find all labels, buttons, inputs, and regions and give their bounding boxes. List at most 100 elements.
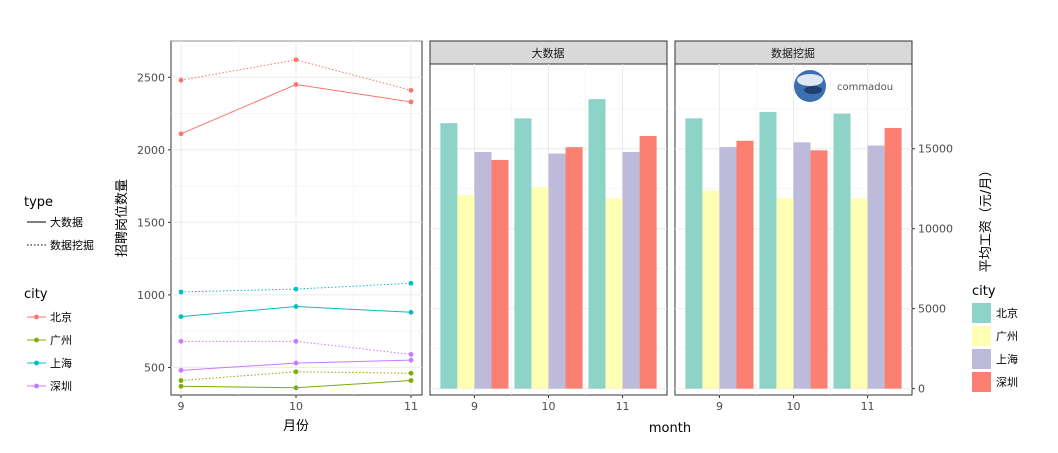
type-legend-title: type <box>24 195 53 210</box>
city-legend-key-point <box>34 383 39 389</box>
bar-x-tick-label: 11 <box>861 400 875 413</box>
line-point <box>178 383 184 389</box>
line-point <box>178 131 184 137</box>
bar-数据挖掘-11-上海 <box>867 145 885 389</box>
bar-数据挖掘-10-深圳 <box>810 150 828 389</box>
watermark-avatar-shade <box>804 86 822 94</box>
line-point <box>178 378 184 383</box>
line-x-ticks: 9 10 11 <box>178 395 418 413</box>
bar-legend-swatch <box>972 372 991 392</box>
line-point <box>408 309 414 315</box>
bar-x-axis-title: month <box>649 421 691 436</box>
line-point <box>408 351 414 357</box>
line-point <box>178 314 184 320</box>
line-point <box>178 367 184 373</box>
city-legend-key-point <box>34 360 39 366</box>
line-point <box>293 82 299 87</box>
type-legend-item-1: 大数据 <box>50 215 83 229</box>
bar-y-tick-label: 0 <box>918 383 925 396</box>
bar-大数据-11-深圳 <box>639 135 657 389</box>
line-x-tick-label: 11 <box>404 400 418 413</box>
bar-数据挖掘-9-上海 <box>719 147 737 389</box>
bar-大数据-11-广州 <box>605 198 623 389</box>
bar-y-tick-label: 15000 <box>918 143 953 156</box>
bar-大数据-10-北京 <box>514 118 532 389</box>
line-point <box>293 57 299 63</box>
bar-大数据-11-上海 <box>622 151 640 389</box>
city-legend-label: 深圳 <box>50 380 72 393</box>
bar-x-tick-label: 9 <box>716 400 723 413</box>
bar-x-tick-label: 10 <box>787 400 801 413</box>
bar-数据挖掘-10-北京 <box>759 111 777 389</box>
bar-x-ticks: 9 10 11 9 10 11 <box>471 395 875 413</box>
bar-legend-swatch <box>972 349 991 369</box>
line-point <box>293 360 299 366</box>
line-point <box>408 378 414 383</box>
bar-大数据-11-北京 <box>588 99 606 389</box>
bar-大数据-9-上海 <box>474 151 492 389</box>
line-point <box>178 77 184 83</box>
bar-数据挖掘-11-广州 <box>850 198 868 389</box>
bar-数据挖掘-9-深圳 <box>736 140 754 389</box>
line-point <box>408 280 414 286</box>
city-legend-key-point <box>34 314 39 320</box>
line-x-axis-title: 月份 <box>283 419 309 434</box>
bar-大数据-9-北京 <box>440 123 458 389</box>
bar-legend-label: 广州 <box>996 330 1018 343</box>
line-y-tick-label: 1500 <box>137 216 165 229</box>
city-legend-key-point <box>34 337 39 343</box>
bar-legend-label: 北京 <box>996 306 1018 320</box>
bar-数据挖掘-10-广州 <box>776 198 794 389</box>
line-series-group <box>178 57 414 391</box>
bar-大数据-9-广州 <box>457 195 475 389</box>
line-x-tick-label: 10 <box>289 400 303 413</box>
bar-大数据-10-上海 <box>548 153 566 389</box>
bar-legend-label: 深圳 <box>996 376 1018 389</box>
line-gridlines <box>171 40 422 395</box>
line-x-tick-label: 9 <box>178 400 185 413</box>
line-y-ticks: 500 1000 1500 2000 2500 <box>137 71 171 374</box>
bar-legend-swatch <box>972 303 991 323</box>
line-y-tick-label: 2000 <box>137 144 165 157</box>
bar-x-tick-label: 9 <box>471 400 478 413</box>
line-chart-panel: 500 1000 1500 2000 2500 9 10 11 月份 招聘岗位数量 <box>115 40 423 434</box>
facet-strip-1-label: 大数据 <box>532 46 565 60</box>
bar-chart-panels: 大数据 数据挖掘 9 10 11 9 10 11 0 5000 10000 15000 mont… <box>429 40 994 436</box>
bar-city-legend-title: city <box>972 284 996 299</box>
facet-strip-2-label: 数据挖掘 <box>771 46 815 60</box>
bar-x-tick-label: 11 <box>616 400 630 413</box>
line-y-tick-label: 1000 <box>137 289 165 302</box>
bar-y-axis-title: 平均工资（元/月） <box>979 164 994 272</box>
line-point <box>293 369 299 375</box>
bar-数据挖掘-9-北京 <box>685 118 703 389</box>
line-point <box>408 370 414 376</box>
line-point <box>178 338 184 344</box>
bar-legend-swatch <box>972 326 991 346</box>
line-point <box>408 87 414 93</box>
watermark: commadou <box>794 70 893 102</box>
line-y-tick-label: 500 <box>144 361 165 374</box>
bar-数据挖掘-11-北京 <box>833 113 851 389</box>
line-y-axis-title: 招聘岗位数量 <box>115 179 130 257</box>
line-y-tick-label: 2500 <box>137 71 165 84</box>
bar-x-tick-label: 10 <box>542 400 556 413</box>
line-point <box>293 286 299 292</box>
bar-series-group <box>440 99 902 389</box>
watermark-avatar-highlight <box>797 74 823 86</box>
watermark-text: commadou <box>837 82 893 93</box>
bar-数据挖掘-10-上海 <box>793 142 811 389</box>
bar-y-tick-label: 5000 <box>918 303 946 316</box>
city-legend-label: 上海 <box>50 356 72 370</box>
bar-大数据-10-深圳 <box>565 147 583 389</box>
line-point <box>178 289 184 295</box>
line-point <box>293 338 299 344</box>
city-legend-label: 北京 <box>50 310 72 324</box>
type-legend-item-2: 数据挖掘 <box>50 238 94 252</box>
line-point <box>408 357 414 363</box>
bar-大数据-9-深圳 <box>491 159 509 389</box>
